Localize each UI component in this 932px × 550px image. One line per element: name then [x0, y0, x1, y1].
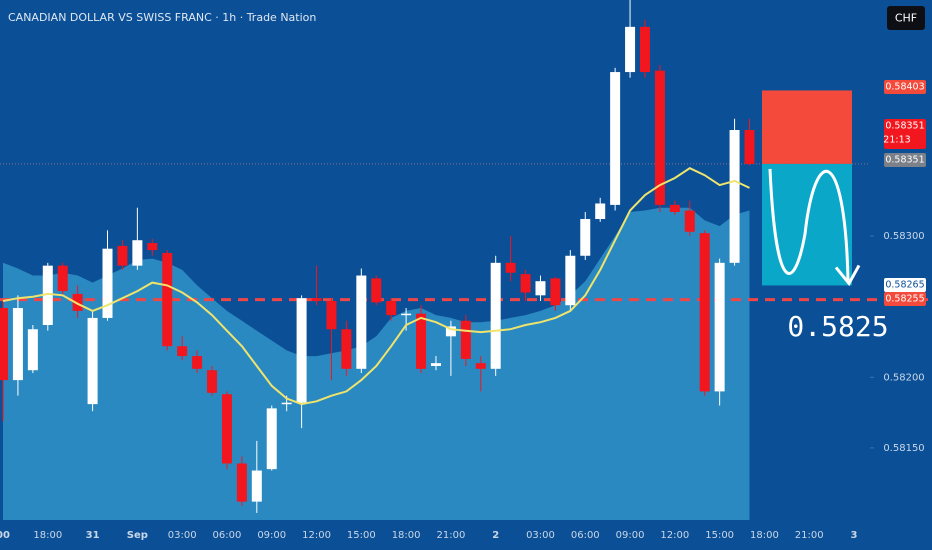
- candle-body: [669, 204, 680, 212]
- candle-body: [72, 293, 83, 311]
- candle-body: [0, 308, 8, 381]
- candle-body: [221, 394, 232, 464]
- x-tick-label: 03:00: [526, 530, 555, 541]
- price-label-bg: [884, 278, 926, 292]
- x-tick-label: 06:00: [571, 530, 600, 541]
- chart-title: CANADIAN DOLLAR VS SWISS FRANC · 1h · Tr…: [8, 11, 316, 24]
- candle-body: [57, 265, 68, 292]
- candle-body: [87, 317, 98, 405]
- candle-body: [12, 308, 23, 381]
- candle-body: [610, 72, 621, 205]
- candle-body: [281, 402, 292, 405]
- price-label: 0.58351: [885, 121, 924, 132]
- stop-zone: [762, 90, 852, 164]
- price-label: 0.58265: [885, 280, 924, 291]
- y-tick-label: 0.58150: [883, 443, 924, 454]
- x-tick-label: 03:00: [168, 530, 197, 541]
- candle-body: [296, 298, 307, 403]
- candle-body: [729, 130, 740, 263]
- plot-area: [0, 0, 932, 520]
- candle-body: [430, 363, 441, 366]
- x-tick-label: 3: [851, 530, 858, 541]
- candle-body: [475, 363, 486, 369]
- candle-body: [356, 275, 367, 369]
- ma-line: [2, 167, 750, 406]
- candle-body: [520, 274, 531, 293]
- candle-body: [460, 320, 471, 359]
- candle-body: [341, 329, 352, 369]
- forecast-arrowhead: [834, 264, 861, 287]
- candle-body: [684, 210, 695, 232]
- candle-body: [490, 262, 501, 369]
- candle-body: [132, 240, 143, 266]
- candle-body: [654, 70, 665, 205]
- x-tick-label: 21:00: [795, 530, 824, 541]
- y-tick-label: 0.58200: [883, 372, 924, 383]
- currency-button[interactable]: CHF: [895, 12, 917, 25]
- candle-body: [386, 300, 397, 316]
- candle-body: [162, 252, 173, 347]
- candle-body: [177, 346, 188, 357]
- candle-body: [580, 219, 591, 256]
- x-tick-label: 31: [86, 530, 100, 541]
- y-tick-label: 0.58300: [883, 231, 924, 242]
- price-countdown: 21:13: [883, 135, 910, 146]
- candle-body: [714, 262, 725, 392]
- x-tick-label: 00: [0, 530, 10, 541]
- x-tick-label: 09:00: [257, 530, 286, 541]
- x-tick-label: 18:00: [750, 530, 779, 541]
- x-tick-label: 15:00: [347, 530, 376, 541]
- candle-body: [236, 463, 247, 502]
- annotation: 0.5825: [787, 310, 888, 343]
- x-tick-label: 12:00: [660, 530, 689, 541]
- x-tick-label: 15:00: [705, 530, 734, 541]
- candle-body: [192, 356, 203, 369]
- candle-body: [117, 245, 128, 266]
- candle-body: [535, 281, 546, 296]
- candle-body: [102, 248, 113, 318]
- price-label: 0.58403: [885, 82, 924, 93]
- ma-area: [3, 207, 750, 520]
- candle-body: [147, 243, 158, 251]
- x-tick-label: 12:00: [302, 530, 331, 541]
- price-label-bg: [884, 292, 926, 306]
- candle-body: [311, 298, 322, 301]
- candle-body: [42, 265, 53, 325]
- candle-body: [565, 255, 576, 306]
- candle-body: [251, 470, 262, 502]
- price-label-bg: [884, 153, 926, 167]
- candle-body: [27, 329, 38, 371]
- candle-body: [326, 300, 337, 330]
- candle-body: [371, 278, 382, 303]
- candle-body: [639, 26, 650, 73]
- x-tick-label: 2: [492, 530, 499, 541]
- x-tick-label: 06:00: [213, 530, 242, 541]
- price-label-bg: [884, 119, 926, 149]
- candle-body: [699, 233, 710, 392]
- x-tick-label: 18:00: [33, 530, 62, 541]
- candle-body: [505, 262, 516, 273]
- candle-body: [266, 408, 277, 470]
- candle-body: [625, 26, 636, 73]
- candle-body: [595, 203, 606, 220]
- price-label: 0.58255: [885, 294, 924, 305]
- x-tick-label: Sep: [127, 530, 148, 541]
- forecast-arrow: [768, 168, 850, 281]
- candle-body: [401, 313, 412, 316]
- candle-body: [550, 278, 561, 306]
- candle-body: [445, 326, 456, 337]
- candle-body: [416, 313, 427, 369]
- x-tick-label: 09:00: [616, 530, 645, 541]
- x-tick-label: 18:00: [392, 530, 421, 541]
- candle-body: [744, 130, 755, 164]
- candle-body: [207, 370, 218, 393]
- currency-button-bg[interactable]: [887, 6, 925, 30]
- price-label-bg: [884, 80, 926, 94]
- price-label: 0.58351: [885, 155, 924, 166]
- x-tick-label: 21:00: [436, 530, 465, 541]
